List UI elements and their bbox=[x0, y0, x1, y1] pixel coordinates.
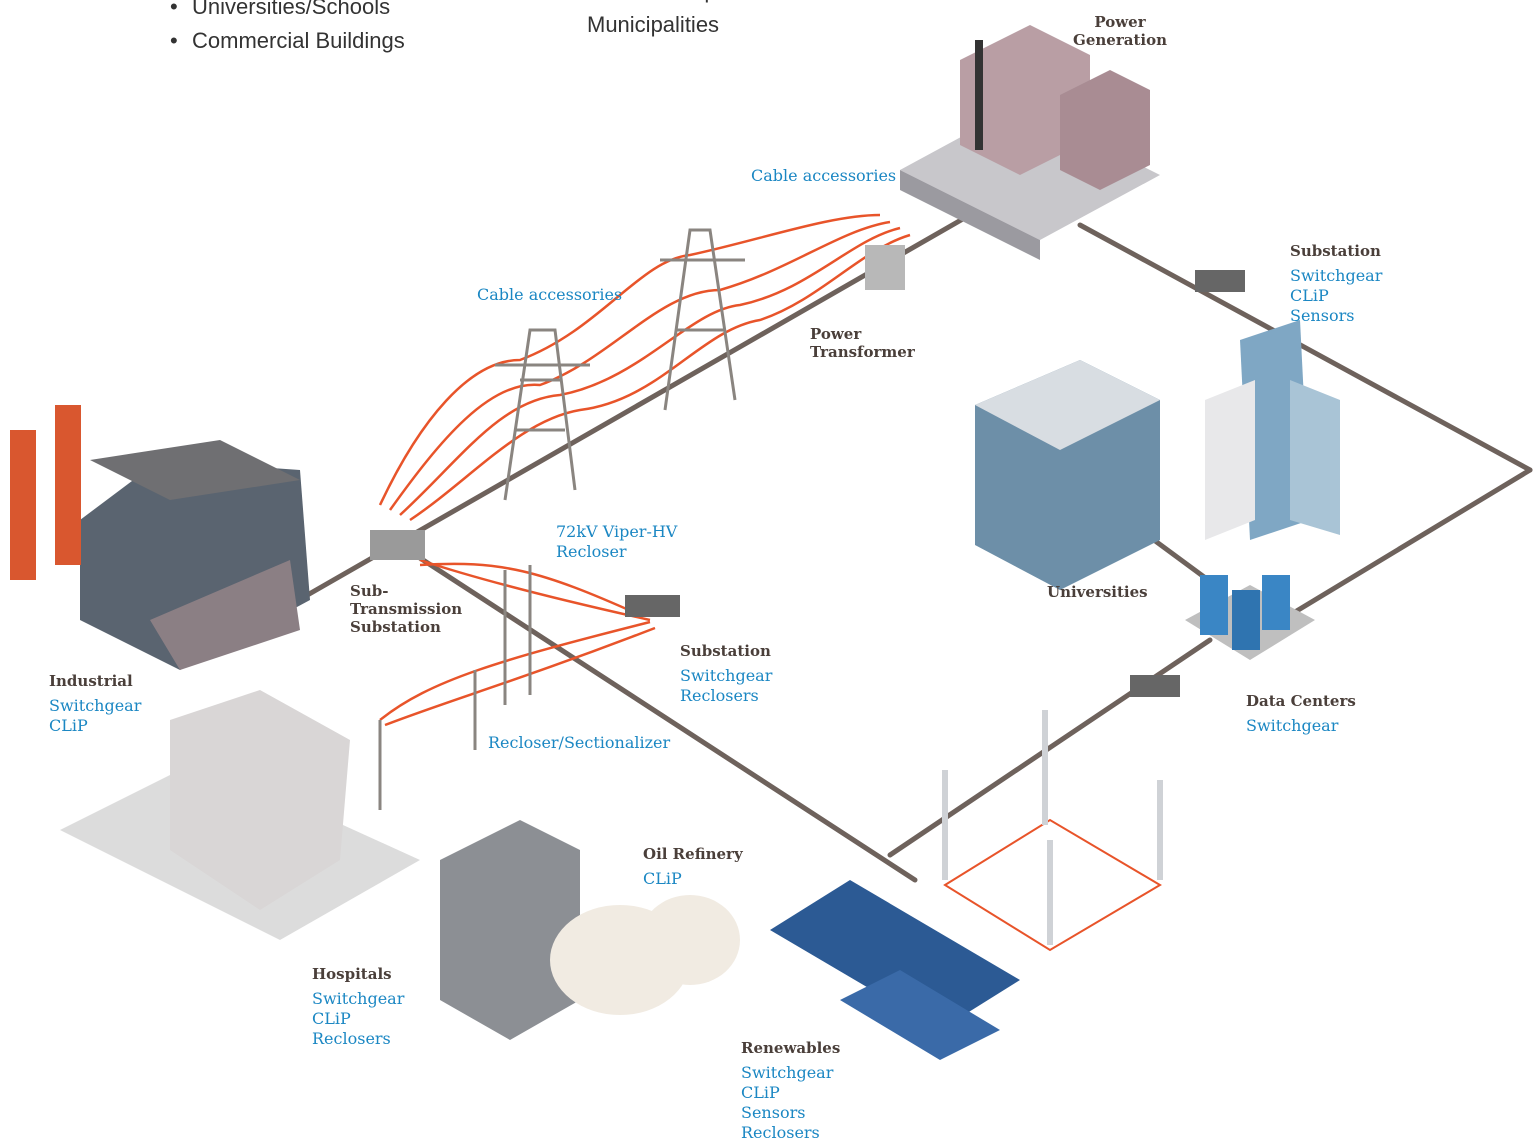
node-item: 72kV Viper-HV bbox=[556, 522, 678, 541]
bullet-dot: • bbox=[565, 0, 573, 3]
node-item: Sensors bbox=[1290, 306, 1354, 325]
node-title: Transformer bbox=[810, 343, 916, 361]
node-title: Data Centers bbox=[1246, 692, 1356, 710]
node-item: Cable accessories bbox=[477, 285, 622, 304]
node-item: CLiP bbox=[741, 1083, 780, 1102]
node-item: Switchgear bbox=[1246, 716, 1339, 735]
bullet-text: Utilities/Coops/ bbox=[587, 0, 735, 3]
diagram: • Universities/Schools • Commercial Buildin… bbox=[0, 0, 1540, 1140]
node-title: Power bbox=[810, 325, 862, 343]
node-title: Renewables bbox=[741, 1039, 840, 1057]
page: • Universities/Schools • Commercial Buildin… bbox=[0, 0, 1540, 1140]
node-item: Reclosers bbox=[741, 1123, 820, 1140]
node-item: Switchgear bbox=[49, 696, 142, 715]
node-item: CLiP bbox=[49, 716, 88, 735]
node-item: Reclosers bbox=[312, 1029, 391, 1048]
bullet-text: Commercial Buildings bbox=[192, 28, 405, 53]
bullet-dot: • bbox=[170, 28, 178, 53]
node-item: Sensors bbox=[741, 1103, 805, 1122]
node-item: Switchgear bbox=[312, 989, 405, 1008]
node-item: CLiP bbox=[312, 1009, 351, 1028]
node-title: Hospitals bbox=[312, 965, 392, 983]
node-title: Generation bbox=[1073, 31, 1167, 49]
node-title: Universities bbox=[1047, 583, 1148, 601]
node-title: Substation bbox=[1290, 242, 1381, 260]
node-item: Reclosers bbox=[680, 686, 759, 705]
node-item: Switchgear bbox=[741, 1063, 834, 1082]
node-item: Cable accessories bbox=[751, 166, 896, 185]
node-title: Substation bbox=[350, 618, 441, 636]
bullet-text: Municipalities bbox=[587, 12, 719, 37]
node-item: Switchgear bbox=[1290, 266, 1383, 285]
node-title: Industrial bbox=[49, 672, 133, 690]
node-item: CLiP bbox=[643, 869, 682, 888]
node-title: Oil Refinery bbox=[643, 845, 744, 863]
node-title: Transmission bbox=[350, 600, 462, 618]
node-title: Substation bbox=[680, 642, 771, 660]
node-item: Switchgear bbox=[680, 666, 773, 685]
node-title: Power bbox=[1094, 13, 1146, 31]
node-title: Sub- bbox=[350, 582, 388, 600]
node-item: CLiP bbox=[1290, 286, 1329, 305]
bullet-dot: • bbox=[170, 0, 178, 19]
power-cables bbox=[380, 215, 910, 725]
buildings bbox=[10, 25, 1340, 1060]
node-item: Recloser/Sectionalizer bbox=[488, 733, 670, 752]
bullet-text: Universities/Schools bbox=[192, 0, 390, 19]
node-item: Recloser bbox=[556, 542, 627, 561]
